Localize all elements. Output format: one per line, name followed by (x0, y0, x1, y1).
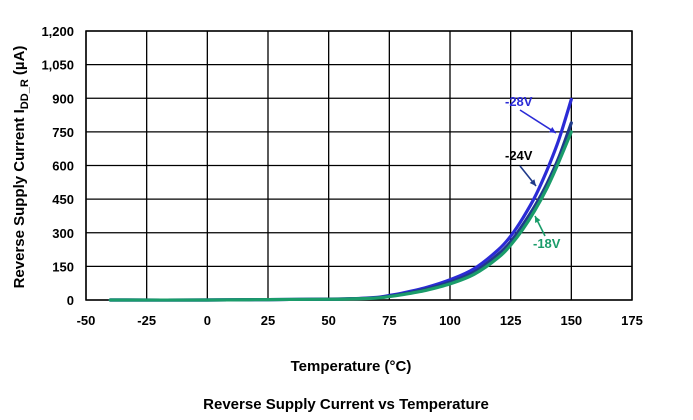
series-line-18Vv (108, 130, 573, 302)
y-tick-label: 1,200 (41, 24, 74, 39)
chart-caption: Reverse Supply Current vs Temperature (203, 396, 489, 413)
y-tick-label: 600 (52, 159, 74, 174)
y-tick-label: 450 (52, 192, 74, 207)
x-tick-label: 25 (261, 313, 275, 328)
y-tick-label: 0 (67, 293, 74, 308)
annotation-arrow-head (535, 216, 541, 223)
annotation-arrow-head (529, 179, 536, 186)
x-axis-title: Temperature (°C) (291, 358, 412, 375)
series-annotations: -28V -24V -18V (505, 94, 561, 251)
annotation-arrow-head (549, 127, 556, 133)
x-tick-label: 0 (204, 313, 211, 328)
x-tick-labels: -50 -25 0 25 50 75 100 125 150 175 (77, 313, 643, 328)
y-axis-title-main: Reverse Supply Current I (11, 109, 28, 288)
y-tick-label: 1,050 (41, 58, 74, 73)
x-tick-label: 100 (439, 313, 461, 328)
x-tick-label: 50 (321, 313, 335, 328)
x-tick-label: 150 (560, 313, 582, 328)
x-tick-label: 125 (500, 313, 522, 328)
series-label-28Vv: -28V (505, 94, 533, 109)
y-tick-label: 300 (52, 226, 74, 241)
series-label-18Vv: -18V (533, 236, 561, 251)
y-tick-label: 750 (52, 125, 74, 140)
y-axis-title-subscript: DD_R (19, 79, 31, 109)
annotation-leader-line (519, 109, 557, 134)
series-label-24Vv: -24V (505, 148, 533, 163)
y-tick-label: 150 (52, 259, 74, 274)
x-tick-label: 175 (621, 313, 643, 328)
y-axis-title: Reverse Supply Current IDD_R (µA) (11, 46, 31, 289)
y-axis-title-unit: (µA) (11, 46, 28, 80)
x-tick-label: -50 (77, 313, 96, 328)
series-lines (108, 97, 573, 302)
y-tick-label: 900 (52, 91, 74, 106)
y-tick-labels: 0 150 300 450 600 750 900 1,050 1,200 (41, 24, 74, 308)
x-tick-label: 75 (382, 313, 396, 328)
x-tick-label: -25 (137, 313, 156, 328)
